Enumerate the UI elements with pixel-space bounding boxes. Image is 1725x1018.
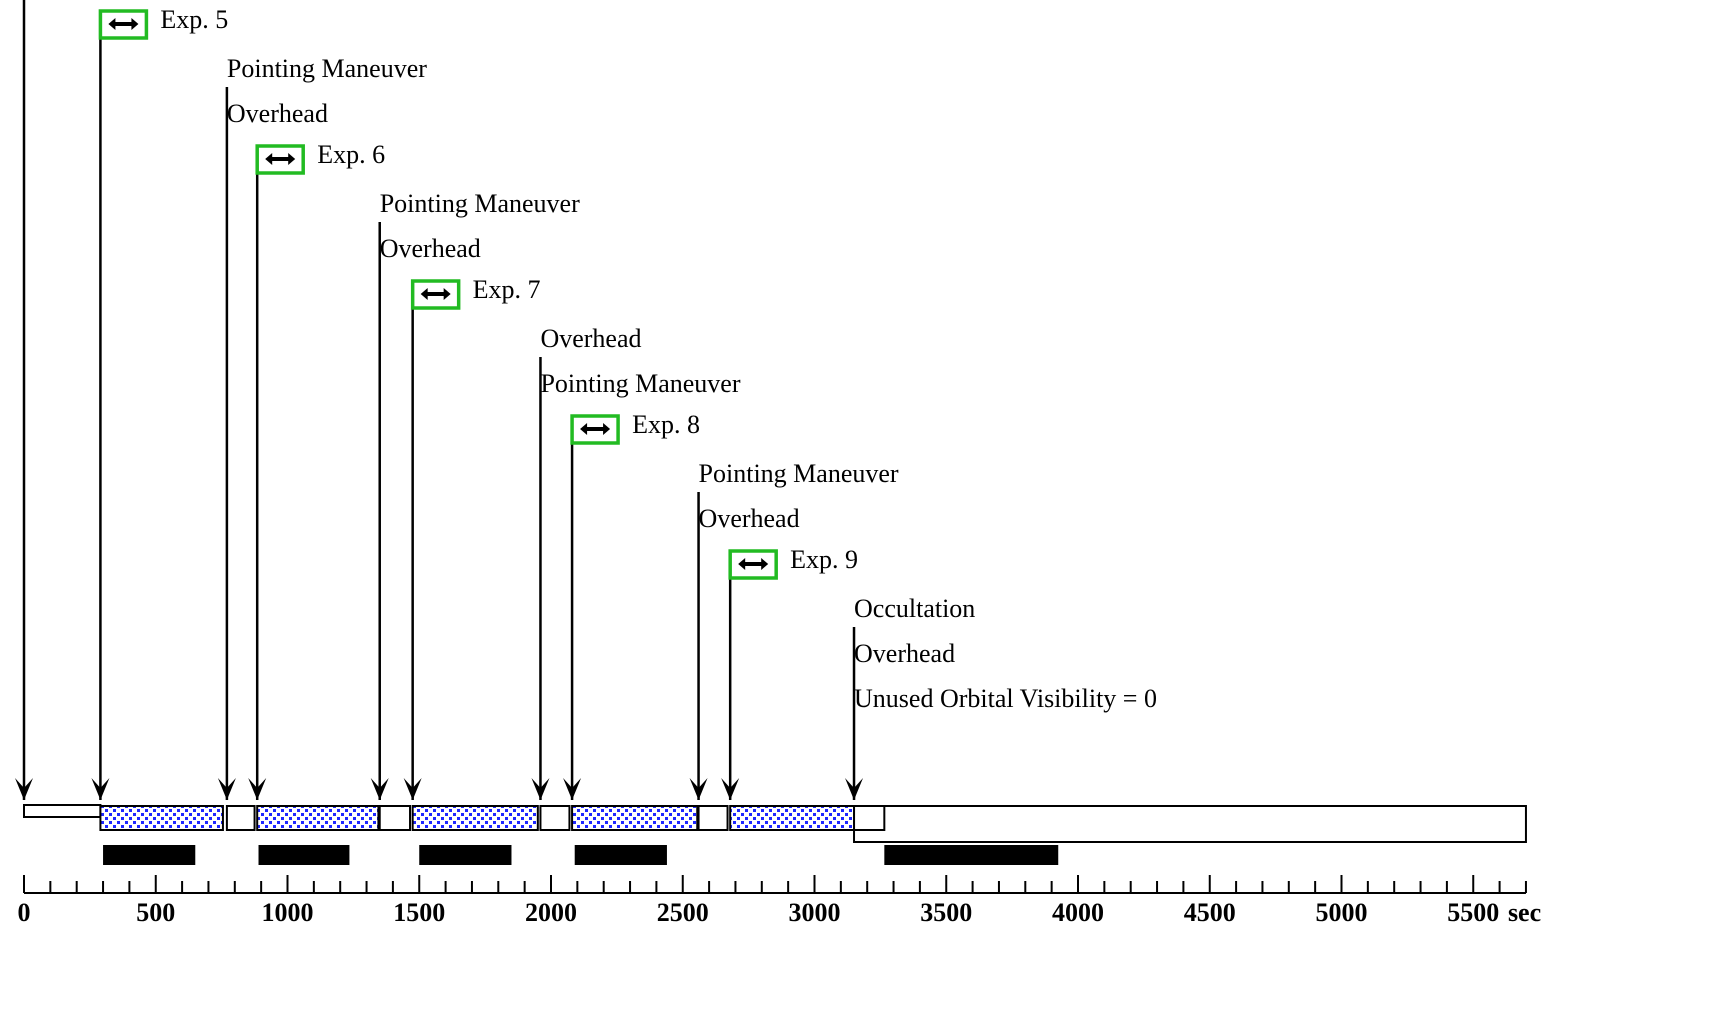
double-arrow-icon	[738, 558, 769, 570]
overhead-block	[378, 805, 412, 831]
event-labels-layer: Exp. 5 Pointing Maneuver Overhead Exp. 6 Poi…	[98, 5, 1157, 713]
exposure-label: Exp. 6	[317, 140, 385, 169]
visibility-bar	[103, 845, 196, 865]
tick-label: 1000	[262, 898, 314, 927]
arrow-icon	[91, 778, 110, 800]
event-label: Pointing Maneuver	[380, 189, 580, 218]
tick-label: 3000	[789, 898, 841, 927]
exposure-label: Exp. 8	[632, 410, 700, 439]
event-label: Pointing Maneuver	[227, 54, 427, 83]
arrow-icon	[689, 778, 708, 800]
arrow-icon	[248, 778, 267, 800]
double-arrow-icon	[265, 153, 296, 165]
double-arrow-icon	[580, 423, 611, 435]
event-label: Overhead	[854, 639, 955, 668]
arrow-icon	[217, 778, 236, 800]
event-label: Overhead	[380, 234, 481, 263]
exposure-block	[729, 805, 856, 831]
tick-label: 0	[18, 898, 31, 927]
occultation-block	[853, 805, 1527, 843]
event-label: Pointing Maneuver	[540, 369, 740, 398]
tick-label: 4500	[1184, 898, 1236, 927]
exposure-label: Exp. 5	[160, 5, 228, 34]
tick-label: 1500	[393, 898, 445, 927]
event-lines-layer	[15, 0, 864, 800]
tick-label: 5500	[1447, 898, 1499, 927]
tick-label: 500	[136, 898, 175, 927]
arrow-icon	[563, 778, 582, 800]
arrow-icon	[15, 778, 33, 800]
event-label: Occultation	[854, 594, 975, 623]
event-label: Overhead	[699, 504, 800, 533]
overhead-block	[697, 805, 729, 831]
tick-label: 3500	[920, 898, 972, 927]
event-label: Overhead	[540, 324, 641, 353]
visibility-bar	[884, 845, 1059, 865]
exposure-label: Exp. 7	[473, 275, 541, 304]
time-axis: 0 500 1000 1500 2000 2500 3000 3500 4000 4500 5000…	[18, 875, 1541, 927]
axis-unit-label: sec	[1508, 898, 1541, 927]
event-label: Pointing Maneuver	[699, 459, 899, 488]
visibility-bar	[258, 845, 350, 865]
overhead-block	[225, 805, 256, 831]
exposure-block	[571, 805, 699, 831]
overhead-block	[853, 805, 886, 831]
arrow-icon	[370, 778, 389, 800]
tick-label: 2000	[525, 898, 577, 927]
exposure-block	[99, 805, 224, 831]
exposure-block	[256, 805, 380, 831]
visibility-bar	[574, 845, 667, 865]
arrow-icon	[845, 778, 864, 800]
arrow-icon	[531, 778, 550, 800]
tick-label: 4000	[1052, 898, 1104, 927]
event-label: Overhead	[227, 99, 328, 128]
exposure-label: Exp. 9	[790, 545, 858, 574]
visibility-bar	[419, 845, 512, 865]
tick-label: 5000	[1316, 898, 1368, 927]
double-arrow-icon	[108, 18, 139, 30]
exposure-block	[411, 805, 539, 831]
event-label: Unused Orbital Visibility = 0	[854, 684, 1157, 713]
arrow-icon	[721, 778, 740, 800]
overhead-block	[23, 804, 102, 818]
double-arrow-icon	[420, 288, 451, 300]
tick-label: 2500	[657, 898, 709, 927]
overhead-block	[539, 805, 571, 831]
arrow-icon	[403, 778, 422, 800]
timeline-blocks-layer	[23, 804, 1527, 865]
